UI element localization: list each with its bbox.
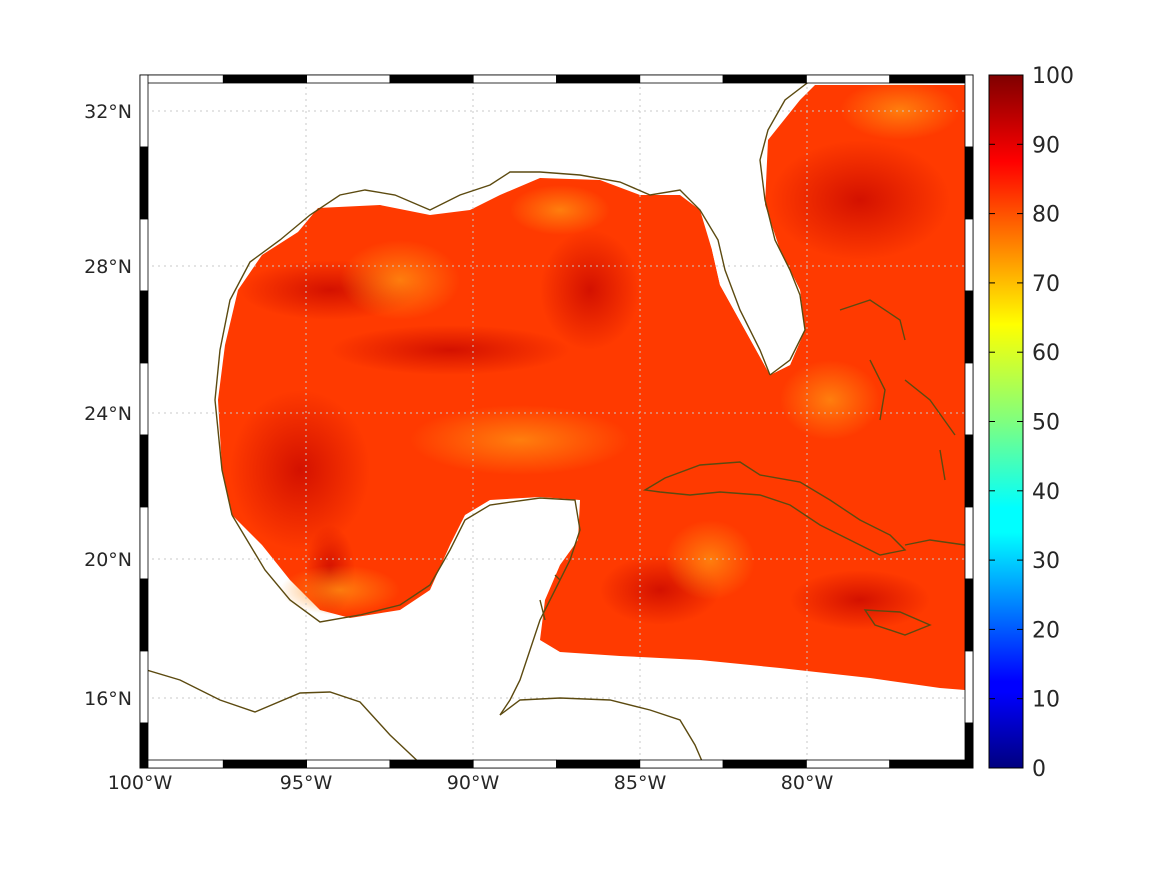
border-segment — [139, 146, 149, 220]
lon-tick-label: 90°W — [447, 772, 500, 794]
border-segment — [389, 74, 474, 84]
lon-axis: 100°W 95°W 90°W 85°W 80°W — [108, 772, 834, 794]
border-segment — [139, 74, 224, 84]
border-segment — [389, 759, 474, 769]
honduras-coast — [499, 697, 706, 768]
jamaica-coast — [863, 609, 932, 636]
border-segment — [139, 578, 149, 652]
lat-tick-label: 24°N — [84, 403, 132, 425]
lon-tick-label: 95°W — [280, 772, 333, 794]
border-ticks — [139, 74, 974, 769]
colorbar-tick-label: 20 — [1032, 618, 1060, 643]
map-plot-area — [140, 75, 973, 768]
border-segment — [964, 74, 974, 148]
border-segment — [964, 506, 974, 580]
colorbar-tick-label: 60 — [1032, 341, 1060, 366]
colorbar-tick-label: 100 — [1032, 64, 1074, 89]
border-segment — [964, 146, 974, 220]
data-field — [218, 80, 965, 690]
border-segment — [556, 74, 641, 84]
border-segment — [139, 506, 149, 580]
colorbar-tick-label: 50 — [1032, 411, 1060, 436]
colorbar-tick-label: 0 — [1032, 757, 1046, 782]
colorbar-tick-label: 80 — [1032, 203, 1060, 228]
colorbar-tick-label: 40 — [1032, 480, 1060, 505]
border-segment — [889, 74, 974, 84]
mexico-coast — [231, 497, 581, 716]
colorbar-ticks — [989, 74, 1023, 769]
border-segment — [722, 759, 807, 769]
cuba-coast — [642, 461, 907, 556]
central-america-coast — [140, 667, 426, 768]
colorbar-tick-label: 70 — [1032, 272, 1060, 297]
us-gulf-coast — [214, 171, 771, 516]
border-segment — [964, 434, 974, 508]
lat-axis: 32°N 28°N 24°N 20°N 16°N — [84, 101, 132, 710]
border-segment — [556, 759, 641, 769]
lat-tick-label: 20°N — [84, 549, 132, 571]
lat-tick-label: 16°N — [84, 688, 132, 710]
field-shading — [230, 80, 960, 630]
yucatan-islands — [539, 574, 561, 621]
border-segment — [964, 290, 974, 364]
border-segment — [639, 74, 724, 84]
colorbar-tick-label: 30 — [1032, 549, 1060, 574]
border-segment — [139, 722, 149, 769]
florida-land — [712, 200, 805, 375]
border-segment — [139, 290, 149, 364]
border-segment — [222, 759, 308, 769]
map-frame — [139, 74, 974, 769]
border-segment — [306, 759, 391, 769]
lon-tick-label: 100°W — [108, 772, 173, 794]
florida-east-coast — [759, 76, 816, 376]
border-segment — [139, 759, 224, 769]
border-segment — [964, 362, 974, 436]
border-segment — [889, 759, 974, 769]
border-segment — [806, 74, 891, 84]
border-segment — [139, 434, 149, 508]
border-segment — [139, 362, 149, 436]
border-segment — [139, 650, 149, 724]
lat-tick-label: 28°N — [84, 256, 132, 278]
colorbar-tick-label: 90 — [1032, 133, 1060, 158]
border-segment — [722, 74, 807, 84]
border-segment — [139, 218, 149, 292]
border-segment — [472, 759, 557, 769]
border-segment — [639, 759, 724, 769]
border-segment — [964, 218, 974, 292]
lat-tick-label: 32°N — [84, 101, 132, 123]
border-segment — [306, 74, 391, 84]
bahamas-coast — [839, 299, 956, 481]
border-segment — [964, 650, 974, 724]
border-segment — [964, 722, 974, 769]
border-segment — [139, 74, 149, 148]
colorbar-tick-label: 10 — [1032, 688, 1060, 713]
hispaniola-coast — [904, 539, 966, 546]
coastlines — [140, 76, 966, 768]
border-segment — [964, 578, 974, 652]
border-segment — [806, 759, 891, 769]
lon-tick-label: 85°W — [614, 772, 667, 794]
border-segment — [222, 74, 308, 84]
lon-tick-label: 80°W — [781, 772, 834, 794]
ocean-field — [218, 85, 965, 690]
border-segment — [472, 74, 557, 84]
